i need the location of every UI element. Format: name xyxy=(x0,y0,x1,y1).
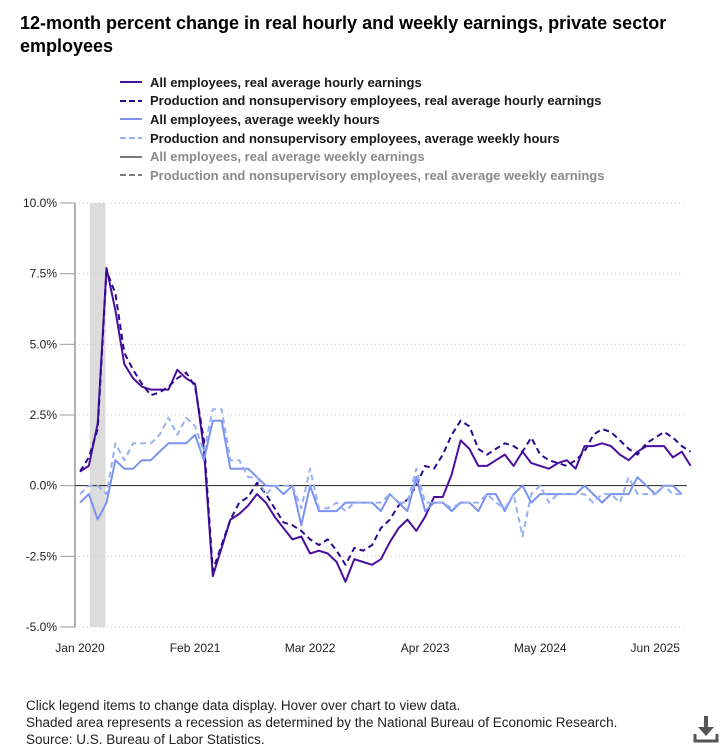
legend-swatch-solid-icon xyxy=(120,155,142,158)
legend-item-prod-hourly-earnings[interactable]: Production and nonsupervisory employees,… xyxy=(120,92,604,111)
legend-item-all-weekly-earnings[interactable]: All employees, real average weekly earni… xyxy=(120,147,604,166)
note-recession: Shaded area represents a recession as de… xyxy=(26,715,618,730)
y-tick-label: 0.0% xyxy=(30,479,58,493)
x-tick-label: May 2024 xyxy=(514,641,567,655)
y-tick-label: 2.5% xyxy=(30,408,58,422)
legend-item-prod-weekly-hours[interactable]: Production and nonsupervisory employees,… xyxy=(120,129,604,148)
y-tick-label: 10.0% xyxy=(23,196,57,210)
legend-label: Production and nonsupervisory employees,… xyxy=(150,167,605,183)
legend-swatch-solid-icon xyxy=(120,118,142,121)
legend: All employees, real average hourly earni… xyxy=(120,73,604,185)
line-chart[interactable]: -5.0% -2.5% 0.0% 2.5% 5.0% 7.5% 10.0% Jan 2020 F… xyxy=(0,190,728,670)
chart-notes: Click legend items to change data displa… xyxy=(26,697,617,748)
y-tick-label: -5.0% xyxy=(26,620,58,634)
download-icon[interactable] xyxy=(693,714,719,744)
x-tick-label: Feb 2021 xyxy=(170,641,221,655)
y-tick-label: 7.5% xyxy=(30,267,58,281)
legend-item-all-weekly-hours[interactable]: All employees, average weekly hours xyxy=(120,110,604,129)
x-tick-label: Jun 2025 xyxy=(631,641,681,655)
legend-item-all-hourly-earnings[interactable]: All employees, real average hourly earni… xyxy=(120,73,604,92)
legend-swatch-dashed-icon xyxy=(120,137,142,140)
chart-title: 12-month percent change in real hourly a… xyxy=(20,13,667,56)
legend-label: All employees, average weekly hours xyxy=(150,111,380,127)
y-tick-label: 5.0% xyxy=(30,337,58,351)
legend-label: Production and nonsupervisory employees,… xyxy=(150,93,602,109)
series-line-1[interactable] xyxy=(79,267,692,583)
series-line-3[interactable] xyxy=(79,419,683,527)
y-tick-label: -2.5% xyxy=(26,549,58,563)
x-tick-label: Jan 2020 xyxy=(55,641,105,655)
series-line-4[interactable] xyxy=(79,408,682,538)
note-instructions: Click legend items to change data displa… xyxy=(26,698,461,713)
legend-label: All employees, real average hourly earni… xyxy=(150,74,422,90)
legend-swatch-dashed-icon xyxy=(120,174,142,177)
legend-label: Production and nonsupervisory employees,… xyxy=(150,130,560,146)
legend-swatch-solid-icon xyxy=(120,81,142,84)
note-source: Source: U.S. Bureau of Labor Statistics. xyxy=(26,732,265,747)
legend-swatch-dashed-icon xyxy=(120,99,142,102)
x-tick-label: Mar 2022 xyxy=(285,641,336,655)
x-tick-label: Apr 2023 xyxy=(401,641,450,655)
legend-item-prod-weekly-earnings[interactable]: Production and nonsupervisory employees,… xyxy=(120,166,604,185)
legend-label: All employees, real average weekly earni… xyxy=(150,149,425,165)
series-line-2[interactable] xyxy=(79,269,692,572)
